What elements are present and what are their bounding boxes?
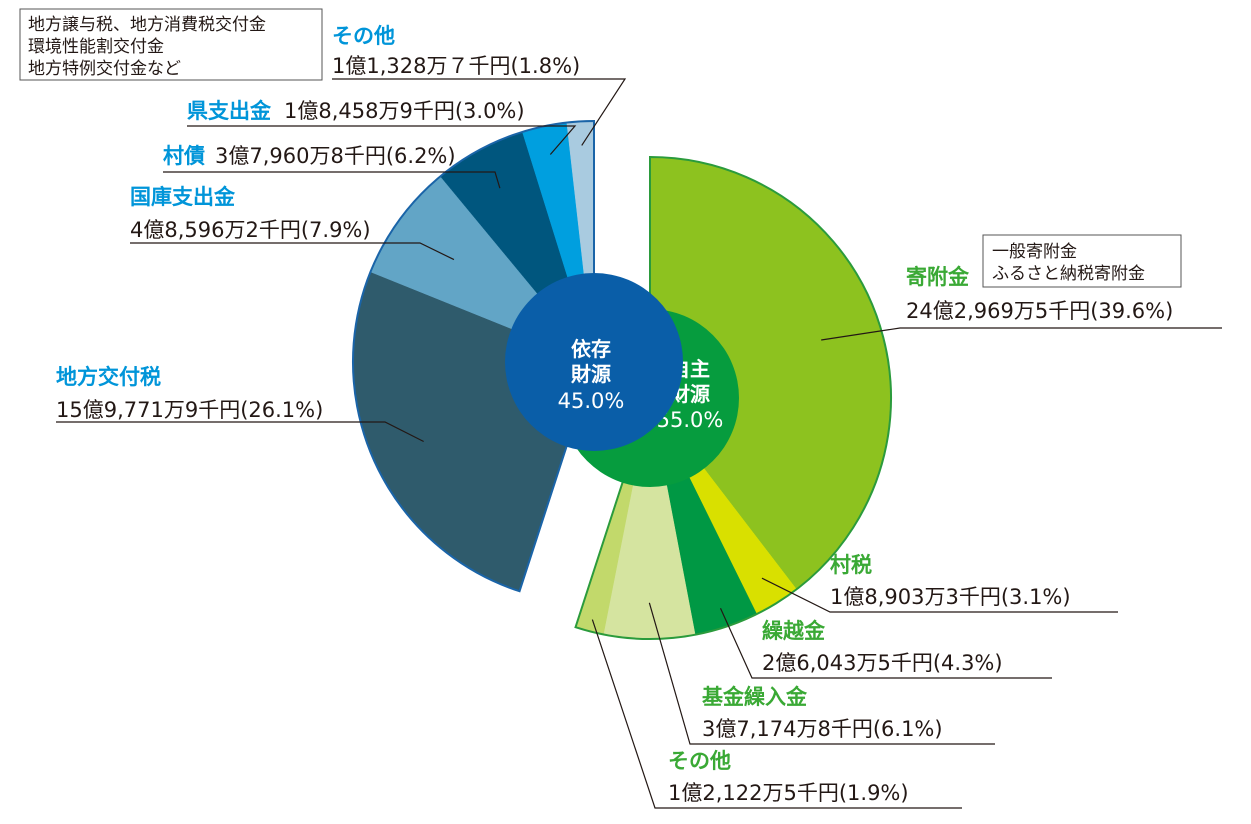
label-name-chiho-kofuzei: 地方交付税	[56, 365, 161, 389]
label-name-sonsai: 村債	[163, 144, 205, 168]
label-value-kokko-shishutsukin: 4億8,596万2千円(7.9%)	[130, 218, 371, 242]
leader-line-kokko-shishutsukin	[130, 242, 455, 261]
label-value-chiho-kofuzei: 15億9,771万9千円(26.1%)	[56, 398, 323, 422]
label-value-ken-shishutsukin: 1億8,458万9千円(3.0%)	[284, 99, 525, 123]
label-name-kokko-shishutsukin: 国庫支出金	[130, 185, 236, 209]
labels: 寄附金 24億2,969万5千円(39.6%) 一般寄附金 ふるさと納税寄附金 …	[19, 8, 1182, 805]
center-dependent-source-percent: 45.0%	[558, 389, 625, 413]
note-kifukin-1: 一般寄附金	[992, 242, 1077, 262]
leader-line-sonota-own	[591, 619, 962, 809]
center-dependent-source-disk	[505, 273, 683, 451]
center-disks: 自主 財源 55.0% 依存 財源 45.0%	[505, 273, 739, 487]
group-outline-1	[352, 119, 595, 593]
group-outline-0	[574, 155, 892, 640]
leader-line-sonsai	[163, 171, 501, 189]
note-box-kifukin	[982, 234, 1182, 288]
label-value-sonota-own: 1億2,122万5千円(1.9%)	[668, 781, 909, 805]
label-value-sonsai: 3億7,960万8千円(6.2%)	[215, 144, 456, 168]
center-dependent-source-label-1: 依存	[571, 337, 611, 361]
label-value-sonota-dependent: 1億1,328万７千円(1.8%)	[332, 54, 580, 78]
label-value-kifukin: 24億2,969万5千円(39.6%)	[906, 299, 1173, 323]
label-name-kifukin: 寄附金	[906, 265, 970, 289]
label-value-sonzei: 1億8,903万3千円(3.1%)	[830, 585, 1071, 609]
note-box-sonota-dependent	[19, 8, 323, 81]
leader-line-chiho-kofuzei	[56, 421, 424, 443]
leader-line-sonzei	[761, 577, 1118, 613]
leader-line-kikin-kurinyukin	[648, 602, 995, 745]
label-name-sonota-own: その他	[668, 749, 731, 773]
label-name-sonzei: 村税	[830, 553, 872, 577]
label-name-kikin-kurinyukin: 基金繰入金	[702, 685, 808, 709]
label-name-kurikoshikin: 繰越金	[762, 619, 826, 643]
note-sonota-dependent-2: 環境性能割交付金	[28, 37, 164, 57]
center-dependent-source-label-2: 財源	[571, 362, 611, 386]
center-dependent-source: 依存 財源 45.0%	[505, 273, 683, 451]
label-name-sonota-dependent: その他	[332, 24, 395, 48]
center-own-source-percent: 55.0%	[657, 408, 724, 432]
label-value-kurikoshikin: 2億6,043万5千円(4.3%)	[762, 651, 1003, 675]
leader-line-ken-shishutsukin	[187, 125, 577, 155]
label-value-kikin-kurinyukin: 3億7,174万8千円(6.1%)	[702, 717, 943, 741]
note-sonota-dependent-1: 地方譲与税、地方消費税交付金	[28, 15, 266, 35]
note-sonota-dependent-3: 地方特例交付金など	[28, 59, 181, 79]
leader-line-sonota-dependent	[332, 78, 627, 146]
note-kifukin-2: ふるさと納税寄附金	[992, 264, 1145, 284]
leader-line-kifukin	[821, 327, 1222, 341]
leader-line-kurikoshikin	[719, 607, 1052, 679]
label-name-ken-shishutsukin: 県支出金	[187, 99, 272, 123]
leader-lines	[56, 78, 1222, 809]
